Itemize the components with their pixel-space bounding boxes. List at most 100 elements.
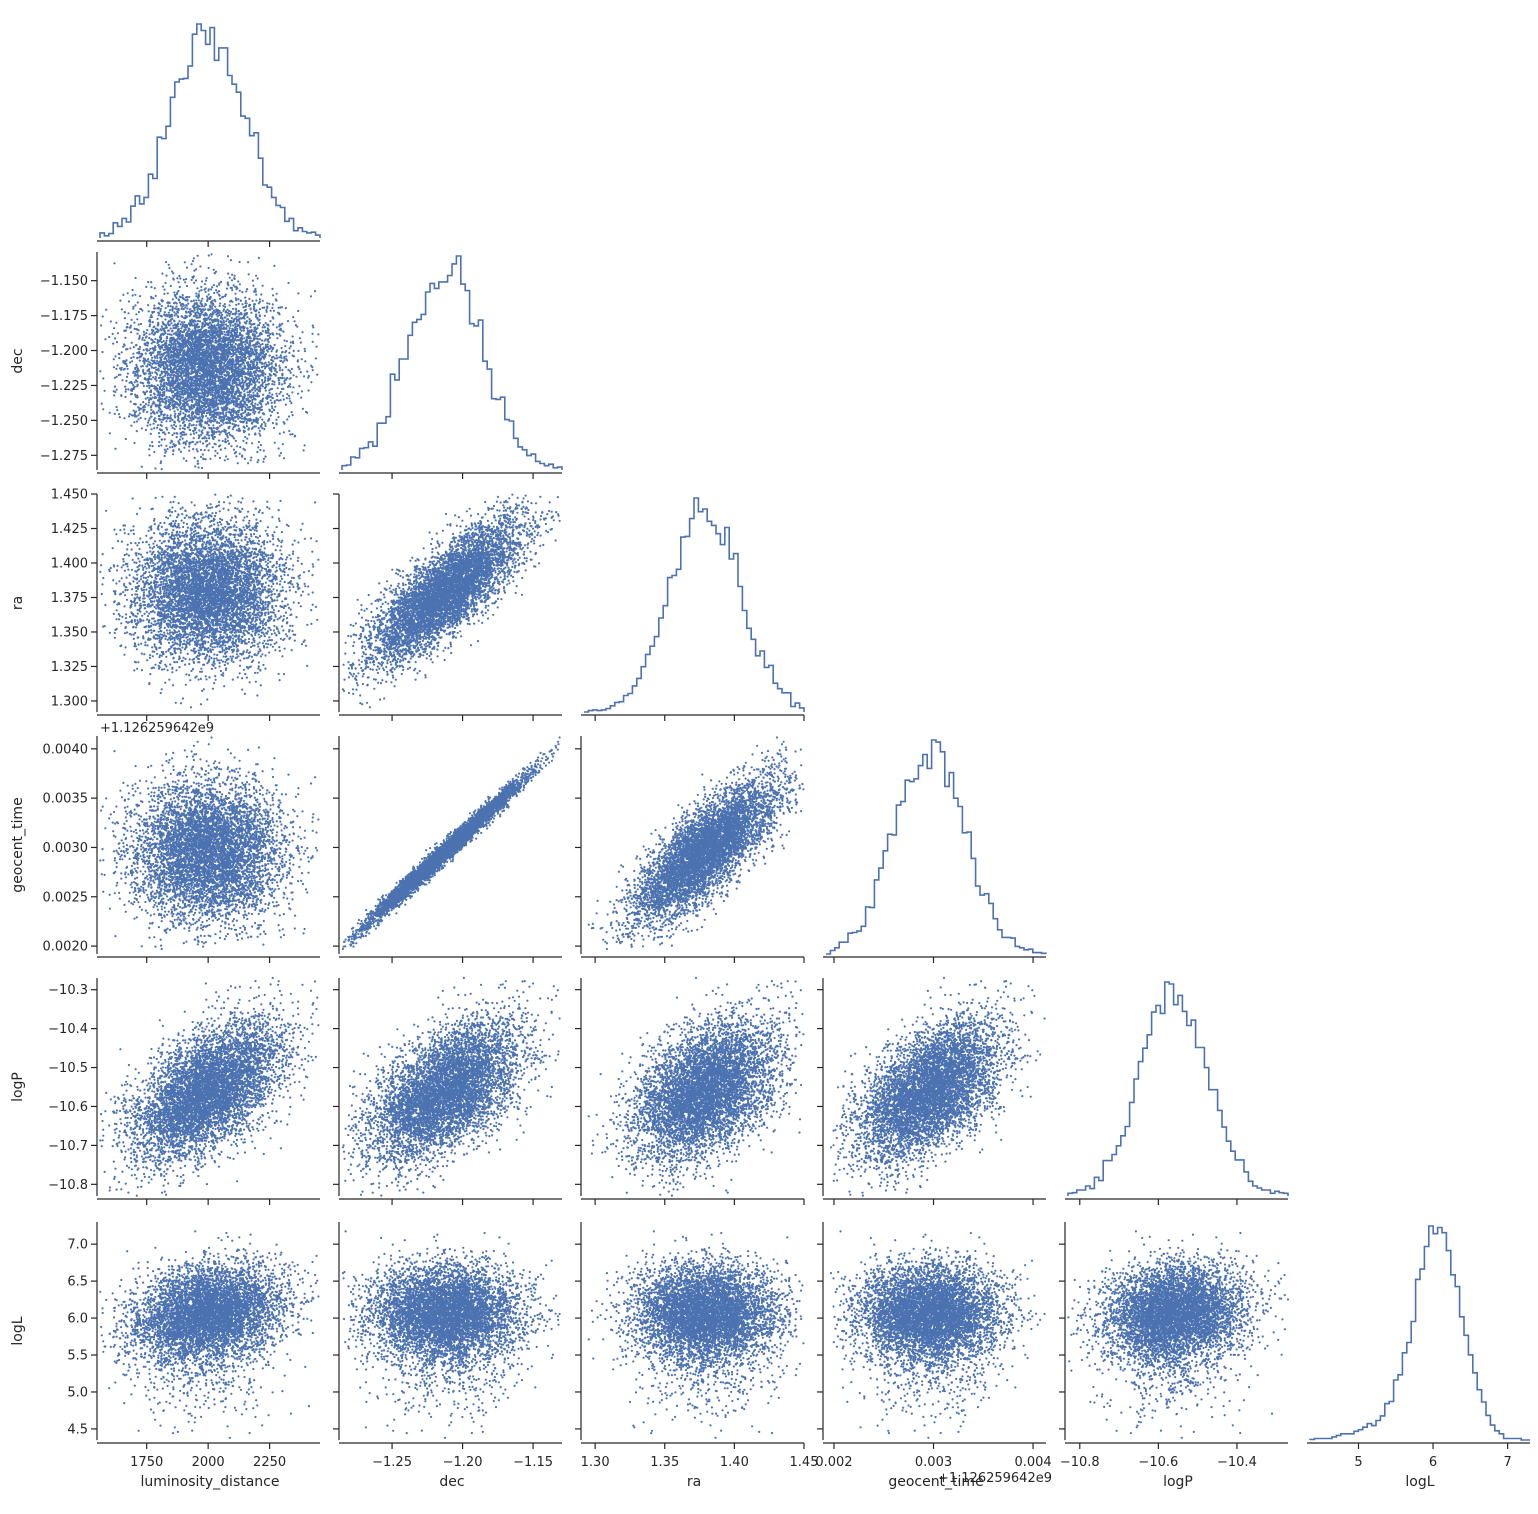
- scatter-point: [168, 264, 170, 266]
- scatter-point: [171, 342, 173, 344]
- scatter-point: [209, 458, 211, 460]
- scatter-point: [179, 301, 181, 303]
- scatter-point: [140, 323, 142, 325]
- scatter-point: [235, 316, 237, 318]
- scatter-point: [205, 291, 207, 293]
- panel-dec-vs-luminosity_distance: −1.275−1.250−1.225−1.200−1.175−1.150dec: [10, 252, 320, 479]
- scatter-point: [145, 429, 147, 431]
- scatter-point: [276, 395, 278, 397]
- scatter-point: [179, 425, 181, 427]
- scatter-point: [127, 312, 129, 314]
- scatter-point: [197, 320, 199, 322]
- scatter-point: [150, 394, 152, 396]
- scatter-point: [180, 327, 182, 329]
- scatter-point: [134, 304, 136, 306]
- scatter-point: [290, 341, 292, 343]
- scatter-point: [146, 329, 148, 331]
- scatter-point: [266, 349, 268, 351]
- scatter-point: [226, 433, 228, 435]
- scatter-point: [165, 403, 167, 405]
- scatter-point: [317, 333, 319, 335]
- scatter-point: [114, 377, 116, 379]
- scatter-point: [188, 450, 190, 452]
- scatter-point: [183, 321, 185, 323]
- scatter-point: [271, 307, 273, 309]
- scatter-point: [293, 374, 295, 376]
- histogram-luminosity_distance: [100, 24, 320, 238]
- scatter-point: [116, 389, 118, 391]
- scatter-point: [315, 357, 317, 359]
- scatter-point: [160, 462, 162, 464]
- scatter-point: [137, 414, 139, 416]
- scatter-point: [303, 449, 305, 451]
- scatter-point: [208, 424, 210, 426]
- scatter-point: [275, 393, 277, 395]
- scatter-point: [207, 289, 209, 291]
- scatter-point: [147, 422, 149, 424]
- scatter-point: [208, 254, 210, 256]
- scatter-point: [151, 372, 153, 374]
- scatter-point: [237, 425, 239, 427]
- scatter-point: [244, 343, 246, 345]
- scatter-point: [218, 439, 220, 441]
- scatter-point: [145, 365, 147, 367]
- scatter-point: [271, 350, 273, 352]
- scatter-point: [219, 305, 221, 307]
- scatter-point: [228, 304, 230, 306]
- scatter-point: [149, 417, 151, 419]
- scatter-point: [212, 438, 214, 440]
- scatter-point: [214, 306, 216, 308]
- scatter-point: [102, 377, 104, 379]
- scatter-point: [262, 285, 264, 287]
- scatter-point: [229, 327, 231, 329]
- scatter-point: [123, 369, 125, 371]
- scatter-point: [124, 396, 126, 398]
- scatter-point: [170, 414, 172, 416]
- scatter-point: [225, 455, 227, 457]
- scatter-point: [153, 326, 155, 328]
- scatter-point: [248, 358, 250, 360]
- scatter-point: [284, 345, 286, 347]
- scatter-point: [292, 386, 294, 388]
- scatter-point: [258, 377, 260, 379]
- scatter-point: [109, 412, 111, 414]
- scatter-point: [283, 339, 285, 341]
- scatter-point: [173, 311, 175, 313]
- scatter-point: [291, 368, 293, 370]
- scatter-point: [211, 286, 213, 288]
- scatter-point: [135, 313, 137, 315]
- scatter-point: [208, 437, 210, 439]
- scatter-point: [248, 318, 250, 320]
- scatter-point: [245, 300, 247, 302]
- scatter-point: [149, 445, 151, 447]
- scatter-point: [158, 432, 160, 434]
- scatter-point: [233, 437, 235, 439]
- scatter-point: [237, 462, 239, 464]
- scatter-point: [192, 260, 194, 262]
- scatter-point: [166, 340, 168, 342]
- scatter-point: [145, 352, 147, 354]
- scatter-point: [312, 326, 314, 328]
- scatter-point: [246, 320, 248, 322]
- scatter-point: [130, 357, 132, 359]
- scatter-point: [260, 403, 262, 405]
- scatter-point: [144, 339, 146, 341]
- scatter-point: [168, 399, 170, 401]
- scatter-point: [271, 411, 273, 413]
- scatter-point: [282, 361, 284, 363]
- scatter-point: [256, 353, 258, 355]
- scatter-point: [270, 399, 272, 401]
- scatter-point: [118, 413, 120, 415]
- scatter-point: [262, 461, 264, 463]
- scatter-point: [187, 303, 189, 305]
- scatter-point: [108, 336, 110, 338]
- scatter-point: [164, 282, 166, 284]
- scatter-point: [258, 433, 260, 435]
- scatter-point: [244, 436, 246, 438]
- scatter-point: [295, 376, 297, 378]
- scatter-point: [266, 302, 268, 304]
- scatter-point: [213, 269, 215, 271]
- scatter-point: [134, 394, 136, 396]
- scatter-point: [278, 447, 280, 449]
